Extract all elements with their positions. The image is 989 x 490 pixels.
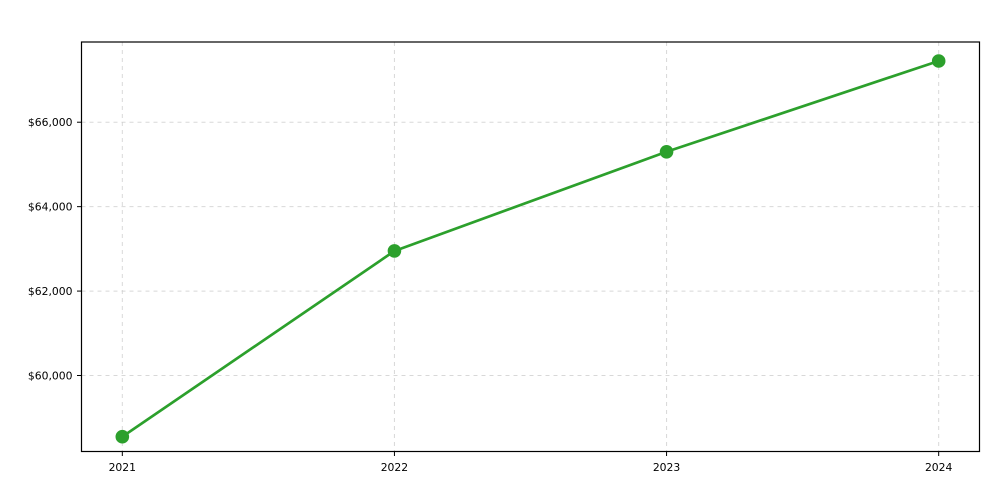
- data-point-2022: [387, 244, 402, 258]
- y-tick-label: $62,000: [28, 285, 73, 298]
- data-point-2023: [659, 144, 674, 159]
- axes-spines: [80, 41, 981, 453]
- y-tick-label: $66,000: [28, 116, 73, 129]
- data-point-2021: [115, 429, 130, 444]
- y-tick-label: $64,000: [28, 200, 73, 213]
- y-tick-label: $60,000: [28, 369, 73, 382]
- x-tick-label: 2021: [109, 461, 136, 474]
- x-tick-label: 2022: [381, 461, 408, 474]
- x-tick-label: 2023: [653, 461, 680, 474]
- trend-line: [120, 59, 941, 439]
- x-tick-label: 2024: [925, 461, 953, 474]
- data-point-2024: [931, 54, 946, 68]
